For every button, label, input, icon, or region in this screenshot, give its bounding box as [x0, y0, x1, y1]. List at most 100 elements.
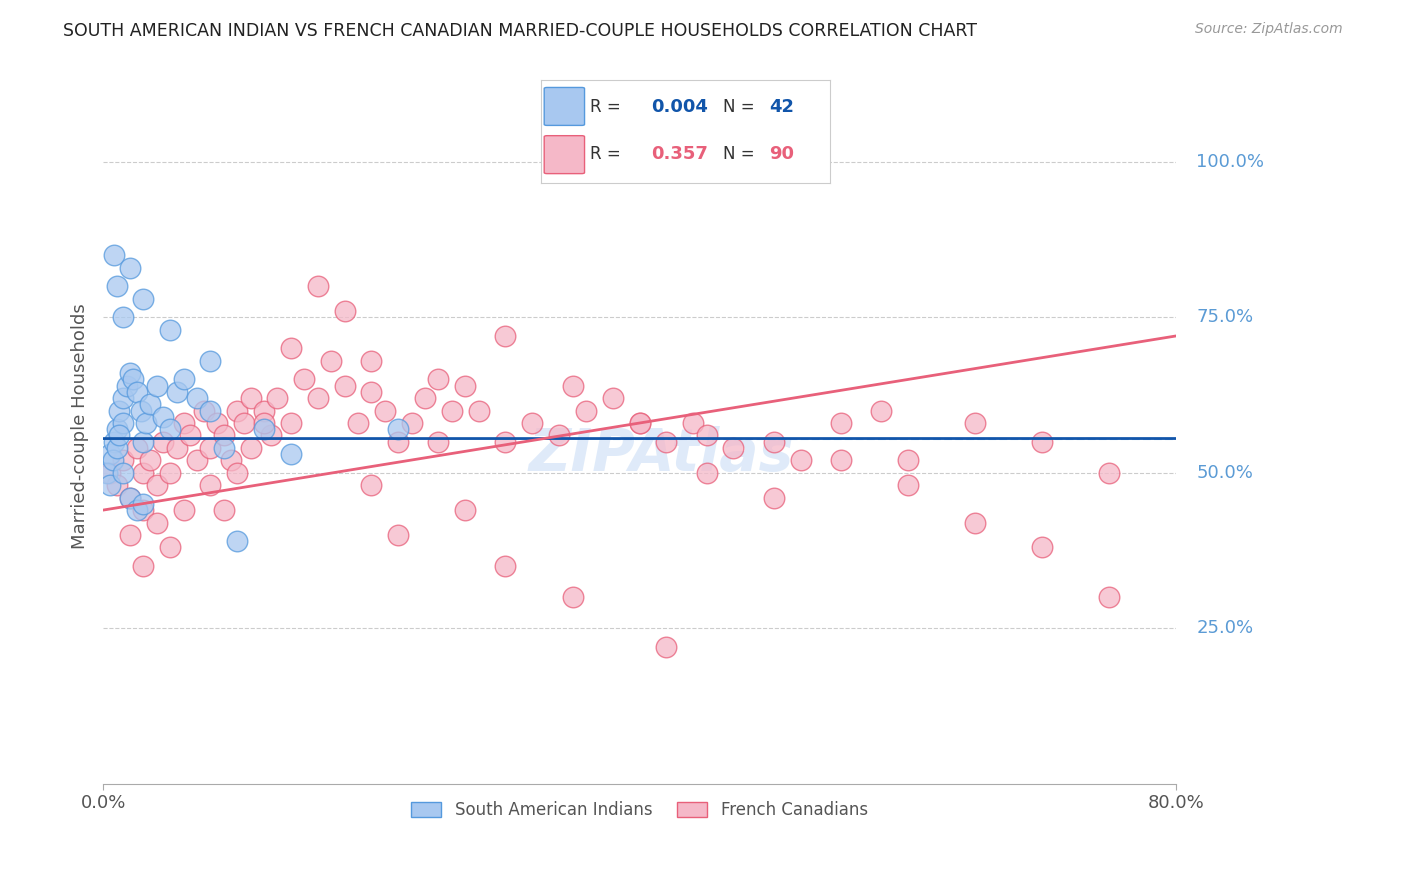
Point [522, 416, 544, 430]
Point [200, 403, 222, 417]
Text: 42: 42 [769, 98, 794, 116]
Point [454, 378, 477, 392]
Point [200, 478, 222, 492]
Point [98, 447, 121, 461]
Text: N =: N = [723, 145, 755, 163]
Point [897, 478, 920, 492]
Y-axis label: Married-couple Households: Married-couple Households [72, 303, 89, 549]
Point [186, 453, 208, 467]
Point [655, 640, 678, 654]
Text: 75.0%: 75.0% [1197, 309, 1253, 326]
FancyBboxPatch shape [544, 136, 585, 174]
Point [561, 378, 583, 392]
Text: 0.004: 0.004 [651, 98, 707, 116]
Point [307, 391, 329, 405]
Point [118, 366, 141, 380]
Point [98, 478, 121, 492]
Point [125, 503, 148, 517]
Point [307, 279, 329, 293]
Point [897, 453, 920, 467]
Point [1098, 466, 1121, 480]
Point [440, 403, 463, 417]
Point [112, 416, 135, 430]
Point [139, 453, 162, 467]
Point [118, 260, 141, 275]
Point [682, 416, 704, 430]
Point [602, 391, 624, 405]
Point [112, 466, 135, 480]
Point [253, 422, 276, 436]
Point [427, 434, 450, 449]
Point [266, 391, 288, 405]
Point [292, 372, 315, 386]
Text: R =: R = [591, 145, 621, 163]
Text: 0.357: 0.357 [651, 145, 707, 163]
Point [105, 279, 128, 293]
Point [159, 422, 181, 436]
Point [333, 304, 356, 318]
Point [454, 503, 477, 517]
Point [226, 534, 249, 549]
Point [132, 292, 155, 306]
Point [495, 329, 517, 343]
Point [159, 466, 181, 480]
Point [159, 541, 181, 555]
Point [132, 503, 155, 517]
Point [467, 403, 489, 417]
Point [963, 516, 986, 530]
Point [1098, 590, 1121, 604]
Text: R =: R = [591, 98, 621, 116]
Point [401, 416, 423, 430]
Point [253, 416, 276, 430]
Text: SOUTH AMERICAN INDIAN VS FRENCH CANADIAN MARRIED-COUPLE HOUSEHOLDS CORRELATION C: SOUTH AMERICAN INDIAN VS FRENCH CANADIAN… [63, 22, 977, 40]
Legend: South American Indians, French Canadians: South American Indians, French Canadians [405, 794, 875, 825]
Point [173, 416, 195, 430]
Point [105, 441, 128, 455]
Point [561, 590, 583, 604]
Point [360, 354, 382, 368]
Point [152, 434, 174, 449]
Text: 25.0%: 25.0% [1197, 619, 1253, 637]
Point [495, 559, 517, 574]
Point [280, 342, 302, 356]
Point [260, 428, 283, 442]
Point [655, 434, 678, 449]
Point [387, 422, 409, 436]
Point [186, 391, 208, 405]
Point [413, 391, 436, 405]
Point [212, 441, 235, 455]
Point [125, 441, 148, 455]
Point [166, 441, 188, 455]
Point [212, 428, 235, 442]
Point [360, 478, 382, 492]
Point [200, 354, 222, 368]
Point [233, 416, 256, 430]
Point [226, 466, 249, 480]
Point [374, 403, 396, 417]
Point [239, 441, 262, 455]
Point [166, 384, 188, 399]
Point [103, 248, 125, 262]
Point [219, 453, 242, 467]
Point [963, 416, 986, 430]
Point [101, 453, 124, 467]
Point [387, 434, 409, 449]
Point [870, 403, 893, 417]
Point [360, 384, 382, 399]
Point [132, 434, 155, 449]
Point [173, 503, 195, 517]
Point [121, 372, 143, 386]
Point [125, 384, 148, 399]
Point [132, 466, 155, 480]
Point [159, 323, 181, 337]
Point [135, 416, 157, 430]
Point [789, 453, 811, 467]
Point [112, 453, 135, 467]
Point [696, 466, 718, 480]
Point [762, 491, 785, 505]
Point [108, 403, 131, 417]
Point [239, 391, 262, 405]
Text: 50.0%: 50.0% [1197, 464, 1253, 482]
Point [830, 453, 852, 467]
Point [118, 491, 141, 505]
